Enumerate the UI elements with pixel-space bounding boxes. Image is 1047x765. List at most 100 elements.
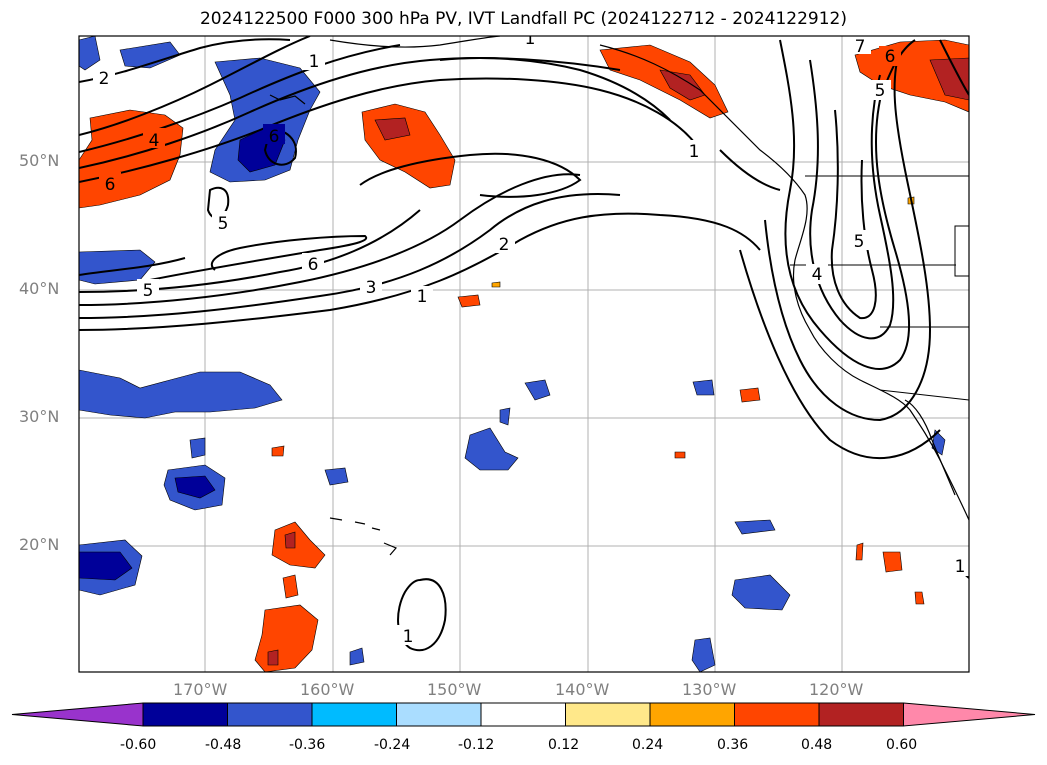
pv-region (349, 647, 365, 666)
colorbar-segment (396, 702, 482, 727)
contour-line (397, 578, 447, 652)
contour-line (79, 44, 401, 153)
pv-region (324, 467, 349, 486)
colorbar-segment (818, 702, 904, 727)
colorbar-label: -0.24 (374, 737, 411, 753)
contour-label: 1 (417, 287, 428, 307)
lon-label-140w: 140°W (555, 680, 610, 699)
lon-label-170w: 170°W (173, 680, 228, 699)
contour-label: 1 (403, 627, 414, 647)
contour-label: 1 (689, 142, 700, 162)
pv-region (599, 44, 729, 119)
contour-label: 6 (308, 255, 319, 275)
map-title: 2024122500 F000 300 hPa PV, IVT Landfall… (199, 9, 847, 29)
colorbar-label: -0.60 (120, 737, 157, 753)
pv-region (914, 591, 925, 605)
lon-label-160w: 160°W (300, 680, 355, 699)
contour-label: 6 (269, 127, 280, 147)
contour-line (779, 39, 916, 370)
graticule (79, 36, 969, 672)
colorbar-label: 0.24 (632, 737, 664, 753)
contour-label: 2 (499, 235, 510, 255)
pv-region (855, 542, 864, 561)
pv-region (691, 637, 716, 672)
contour-label: 4 (149, 131, 160, 151)
contour-label: 7 (855, 37, 866, 57)
colorbar-label: 0.48 (801, 737, 833, 753)
contour-label: 4 (812, 265, 823, 285)
contour-label: 5 (218, 214, 229, 234)
colorbar-extend-max (903, 702, 1036, 727)
contour-line (79, 193, 621, 319)
lat-label-30: 30°N (19, 407, 60, 426)
contour-labels: 2 4 6 6 5 5 6 3 1 2 1 1 1 7 (93, 29, 969, 647)
pv-region (119, 41, 181, 69)
contour-line (79, 257, 186, 276)
contour-line (719, 149, 781, 191)
colorbar-label: 0.60 (886, 737, 918, 753)
contour-line (79, 173, 581, 306)
pv-region (929, 57, 969, 101)
pv-region (499, 407, 511, 426)
contour-line (206, 186, 230, 219)
pv-region (267, 649, 279, 666)
pv-region (882, 551, 903, 573)
pv-region (282, 574, 299, 599)
contour-label: 3 (366, 278, 377, 298)
map-frame (78, 35, 970, 673)
colorbar-segment (311, 702, 397, 727)
lat-label-40: 40°N (19, 279, 60, 298)
lon-label-120w: 120°W (809, 680, 864, 699)
pv-region (457, 294, 481, 308)
colorbar-segment (649, 702, 735, 727)
colorbar-segment (142, 702, 228, 727)
lon-label-150w: 150°W (427, 680, 482, 699)
contour-label: 1 (309, 52, 320, 72)
coastline (329, 517, 397, 556)
pv-region (79, 551, 133, 581)
pv-region (284, 531, 296, 549)
pv-region (79, 36, 101, 71)
contour-label: 5 (854, 232, 865, 252)
coastline (269, 94, 306, 105)
contour-line (809, 59, 895, 340)
pv-region (174, 475, 216, 499)
colorbar-segment (734, 702, 820, 727)
coastline (329, 36, 501, 48)
contour-label: 5 (143, 281, 154, 301)
pv-region (734, 519, 776, 535)
contour-line (79, 212, 761, 331)
coastlines (269, 36, 969, 556)
colorbar-segment (227, 702, 313, 727)
contour-line (79, 77, 701, 183)
lat-label-20: 20°N (19, 535, 60, 554)
lon-label-130w: 130°W (682, 680, 737, 699)
contour-label: 1 (525, 29, 536, 49)
pv-region (189, 437, 206, 459)
contour-label: 2 (99, 69, 110, 89)
colorbar-label: -0.48 (205, 737, 242, 753)
contour-label: 5 (875, 81, 886, 101)
colorbar-label: -0.36 (289, 737, 326, 753)
pv-region (659, 69, 706, 101)
pv-region (271, 521, 326, 569)
coastline (904, 399, 956, 496)
contour-line (149, 234, 368, 281)
pv-region (271, 445, 285, 457)
pv-region (491, 281, 501, 288)
contour-line (359, 152, 582, 198)
contour-line (79, 36, 311, 136)
colorbar-label: 0.12 (548, 737, 580, 753)
colorbar-extend-min (11, 702, 144, 727)
pv-region (524, 379, 551, 401)
coastline (599, 44, 969, 521)
pv-region (739, 387, 761, 403)
contour-line (939, 39, 969, 96)
contour-line (739, 249, 941, 460)
pv-region (731, 574, 791, 611)
colorbar-label: 0.36 (717, 737, 749, 753)
contour-label: 6 (105, 175, 116, 195)
pv-region (464, 427, 519, 471)
contour-line (764, 49, 932, 422)
